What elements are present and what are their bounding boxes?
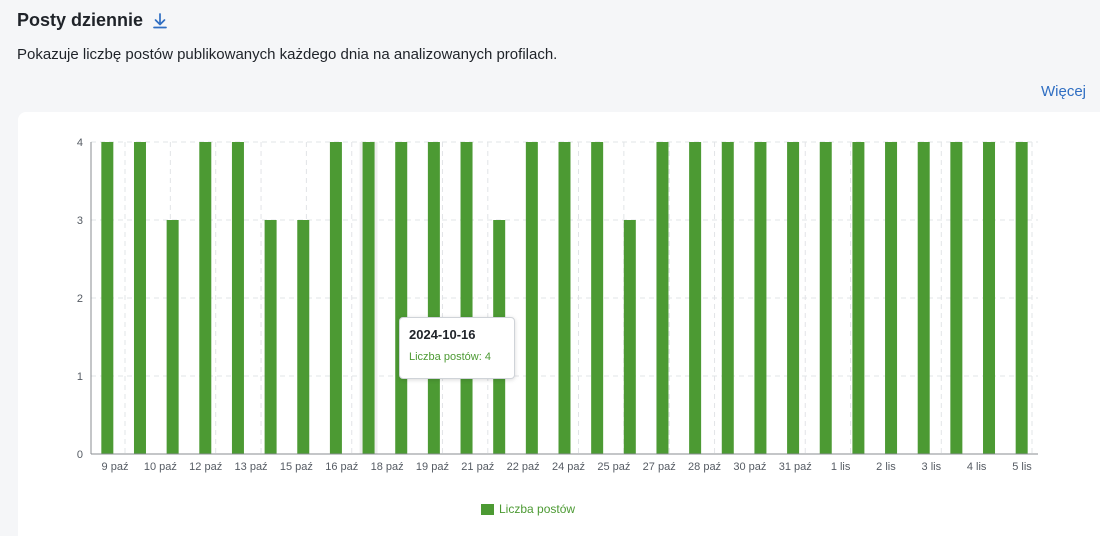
x-tick-label: 18 paź [371, 461, 404, 473]
bar [558, 142, 571, 454]
bar [787, 142, 800, 454]
x-tick-label: 28 paź [688, 461, 721, 473]
y-tick-label: 0 [77, 449, 83, 461]
more-link[interactable]: Więcej [1040, 83, 1086, 100]
bar [166, 220, 179, 454]
bar [623, 220, 636, 454]
bar [1015, 142, 1028, 454]
bar [885, 142, 898, 454]
tooltip-date: 2024-10-16 [409, 327, 476, 342]
legend-label: Liczba postów [499, 502, 576, 516]
chart-card: 0 1 2 3 4 9 paź 10 paź 12 paź 13 paź 15 paź 16 paź… [18, 112, 1100, 536]
y-tick-label: 2 [77, 293, 83, 305]
bar [395, 142, 408, 454]
chart-tooltip: 2024-10-16 Liczba postów: 4 [399, 317, 515, 379]
x-tick-label: 4 lis [967, 461, 987, 473]
bar [101, 142, 114, 454]
chart-header: Posty dziennie [17, 10, 169, 31]
bar [852, 142, 865, 454]
bar [819, 142, 832, 454]
x-tick-label: 24 paź [552, 461, 585, 473]
chart-description: Pokazuje liczbę postów publikowanych każ… [17, 46, 558, 63]
bar [525, 142, 538, 454]
x-tick-label: 21 paź [461, 461, 494, 473]
bar [950, 142, 963, 454]
bar [199, 142, 212, 454]
x-tick-label: 25 paź [597, 461, 630, 473]
y-tick-label: 4 [77, 137, 83, 149]
bar [297, 220, 310, 454]
y-tick-label: 3 [77, 215, 83, 227]
x-tick-label: 10 paź [144, 461, 177, 473]
bar [591, 142, 604, 454]
bar [656, 142, 669, 454]
x-tick-label: 12 paź [189, 461, 222, 473]
x-tick-label: 27 paź [643, 461, 676, 473]
x-tick-label: 9 paź [102, 461, 129, 473]
bar [362, 142, 375, 454]
bar [231, 142, 244, 454]
bar-chart: 0 1 2 3 4 9 paź 10 paź 12 paź 13 paź 15 paź 16 paź… [77, 137, 1038, 473]
x-tick-label: 30 paź [733, 461, 766, 473]
bar [264, 220, 277, 454]
bar [754, 142, 767, 454]
x-tick-label: 22 paź [507, 461, 540, 473]
legend-swatch [481, 503, 494, 515]
x-tick-label: 5 lis [1012, 461, 1032, 473]
bar [983, 142, 996, 454]
x-tick-label: 16 paź [325, 461, 358, 473]
bar [917, 142, 930, 454]
bar [133, 142, 146, 454]
x-tick-label: 15 paź [280, 461, 313, 473]
x-tick-label: 1 lis [831, 461, 851, 473]
x-tick-label: 2 lis [876, 461, 896, 473]
chart-title: Posty dziennie [17, 10, 144, 30]
chart-legend[interactable]: Liczba postów [481, 502, 575, 516]
y-tick-label: 1 [77, 371, 83, 383]
download-icon[interactable] [151, 12, 169, 30]
bar [427, 142, 440, 454]
bar [721, 142, 734, 454]
x-tick-label: 19 paź [416, 461, 449, 473]
bar [460, 142, 473, 454]
x-tick-label: 3 lis [922, 461, 942, 473]
bar [329, 142, 342, 454]
x-tick-label: 13 paź [235, 461, 268, 473]
tooltip-value: Liczba postów: 4 [409, 351, 491, 363]
x-tick-label: 31 paź [779, 461, 812, 473]
bar [689, 142, 702, 454]
